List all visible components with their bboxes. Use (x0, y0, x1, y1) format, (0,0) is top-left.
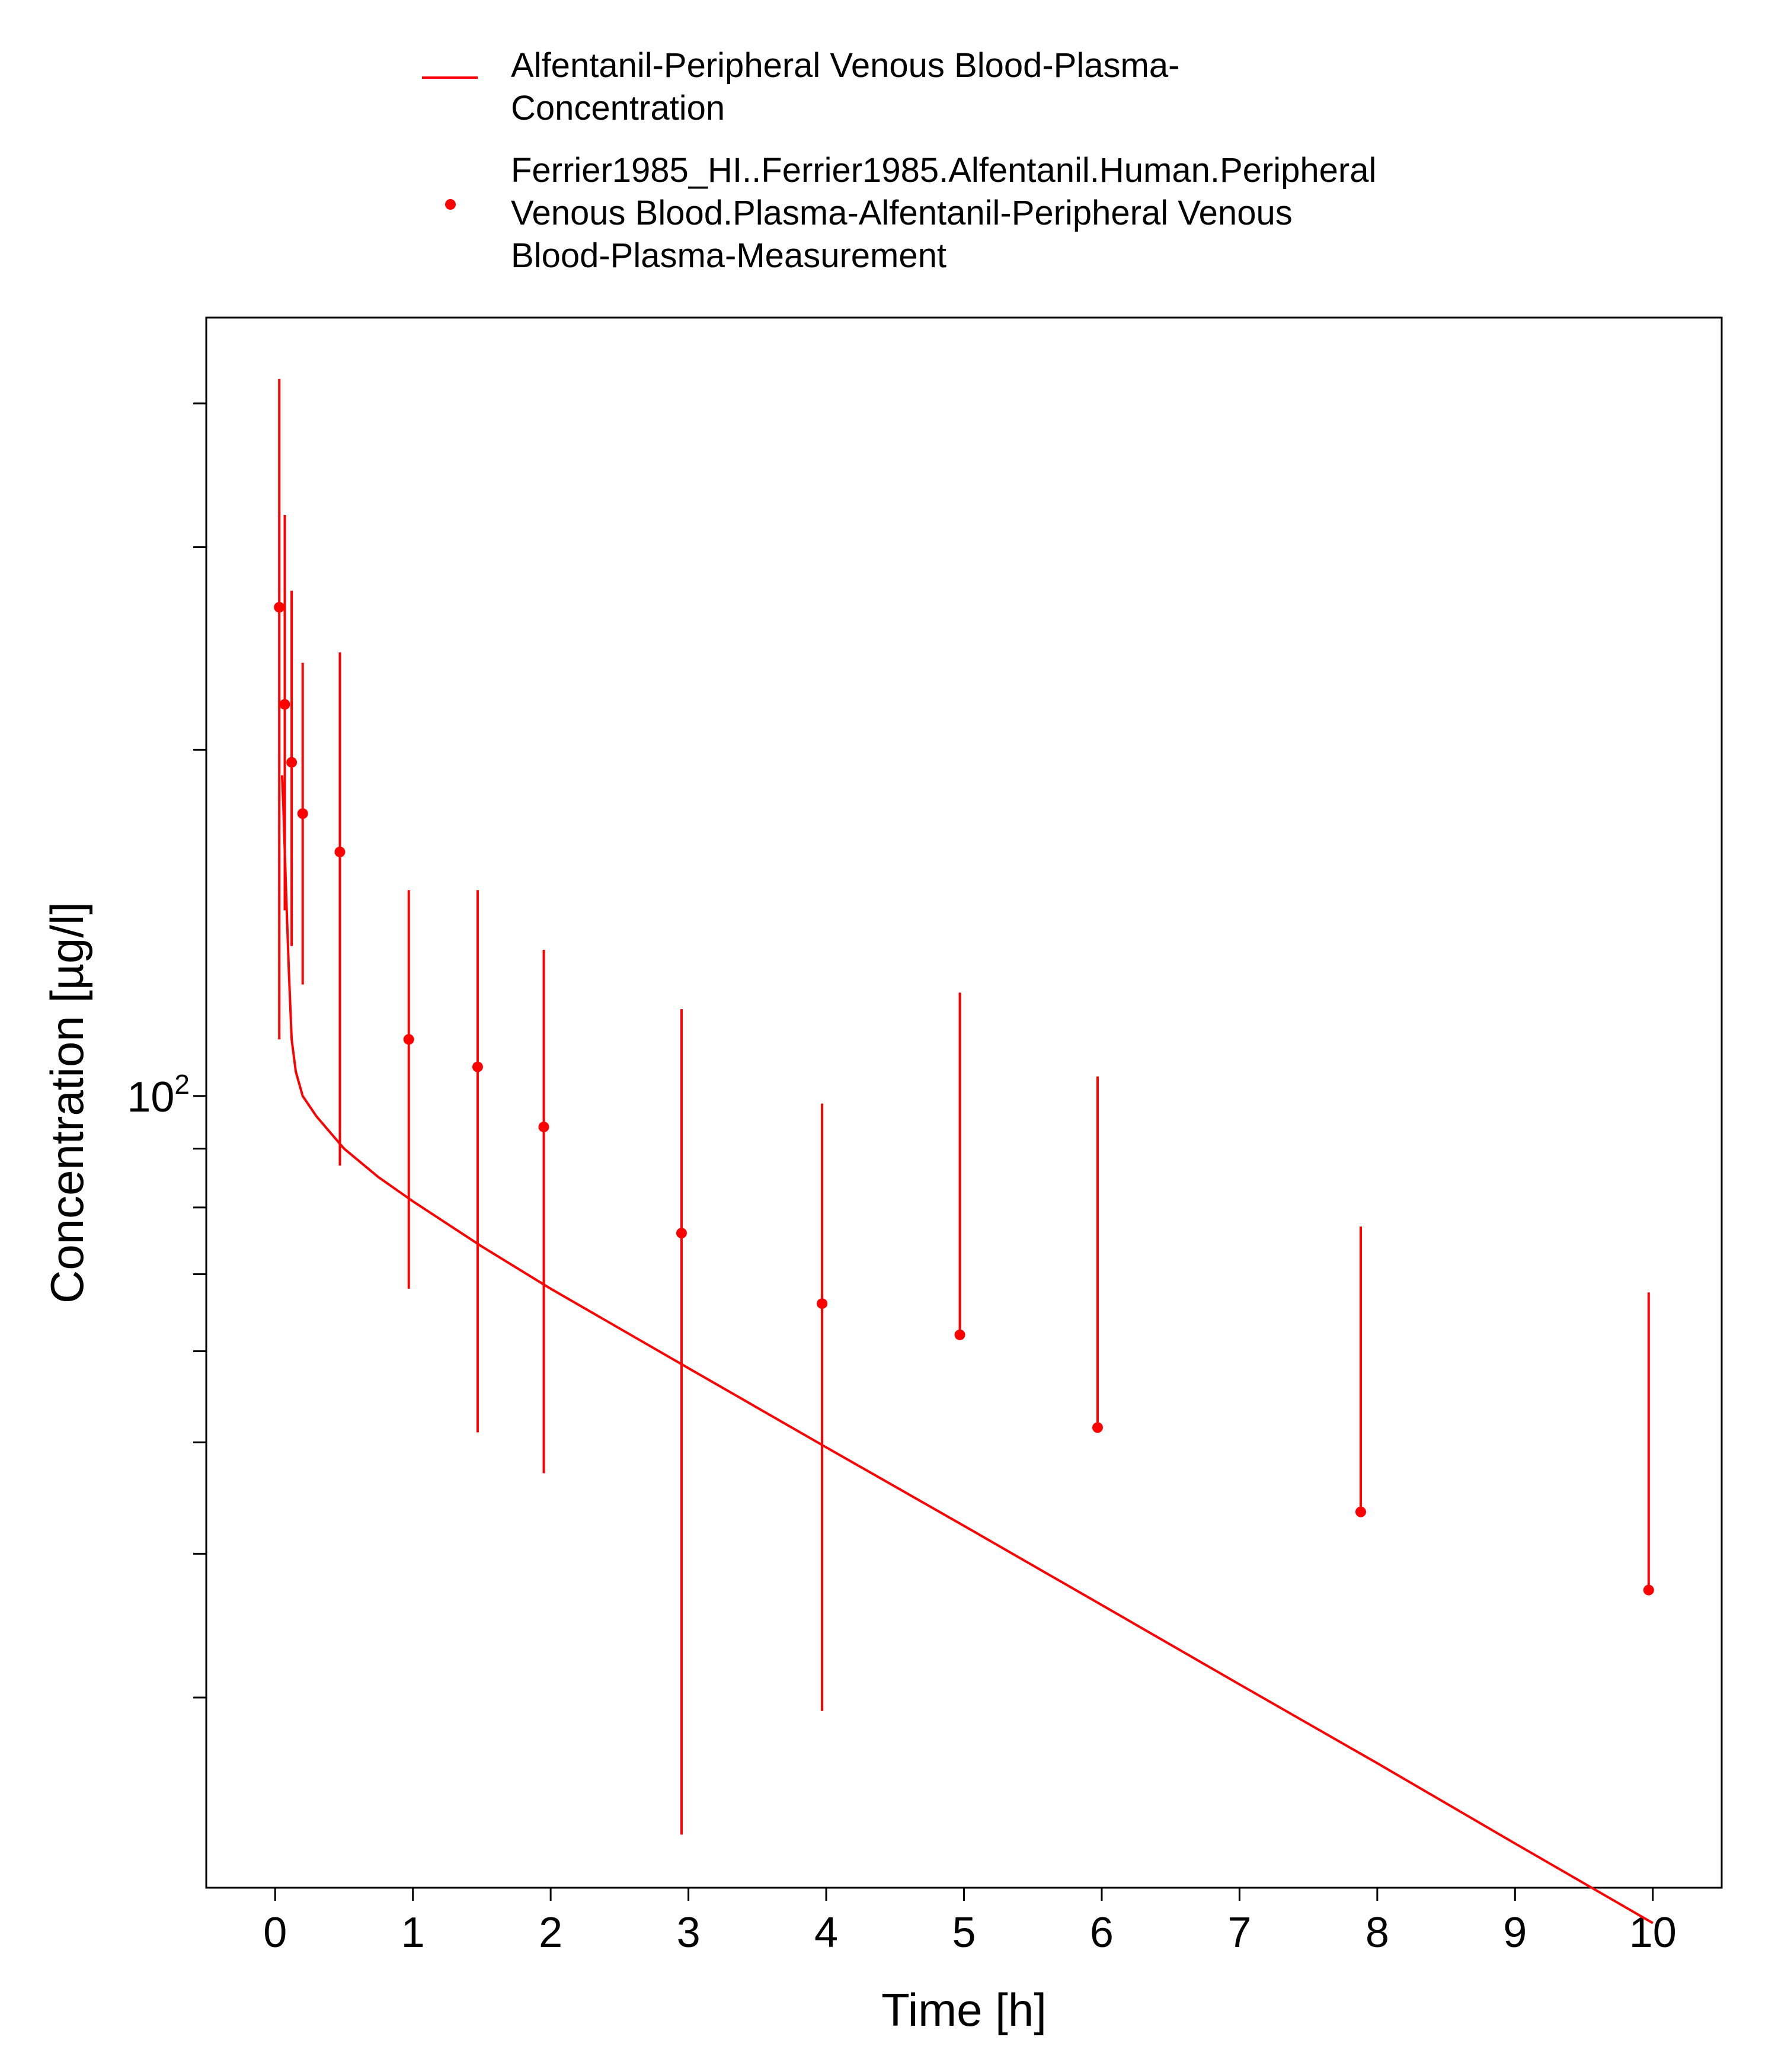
data-point (279, 699, 290, 710)
x-tick-label: 5 (952, 1909, 976, 1956)
y-tick-label-exponent: 2 (174, 1069, 190, 1100)
legend-entry-point-text: Ferrier1985_HI..Ferrier1985.Alfentanil.H… (511, 151, 1376, 190)
legend-entry-point-text: Blood-Plasma-Measurement (511, 236, 946, 275)
x-axis: 0 1 2 3 4 5 6 7 8 9 10 (263, 1888, 1677, 1956)
data-point (1355, 1506, 1366, 1517)
x-tick-label: 4 (814, 1909, 838, 1956)
x-tick-label: 1 (401, 1909, 425, 1956)
simulation-line (280, 775, 1654, 1924)
data-point (954, 1329, 965, 1340)
legend-point-swatch (445, 199, 456, 210)
x-tick-label: 9 (1503, 1909, 1527, 1956)
data-point (334, 846, 346, 857)
legend: Alfentanil-Peripheral Venous Blood-Plasm… (422, 46, 1376, 275)
y-tick-label-base: 10 (127, 1074, 174, 1121)
data-point (403, 1034, 414, 1045)
data-point (472, 1061, 483, 1072)
legend-entry-point-text: Venous Blood.Plasma-Alfentanil-Periphera… (511, 194, 1293, 232)
data-point (676, 1228, 687, 1239)
legend-entry-line-text: Concentration (511, 89, 725, 127)
x-tick-label: 6 (1090, 1909, 1114, 1956)
data-point (1092, 1422, 1103, 1433)
x-tick-label: 0 (263, 1909, 287, 1956)
data-point (817, 1298, 828, 1309)
data-point (297, 808, 308, 819)
data-point (274, 601, 285, 613)
x-tick-label: 8 (1366, 1909, 1389, 1956)
data-point (538, 1121, 549, 1132)
x-axis-label: Time [h] (881, 1984, 1047, 2036)
x-tick-label: 10 (1629, 1909, 1677, 1956)
legend-entry-line-text: Alfentanil-Peripheral Venous Blood-Plasm… (511, 46, 1179, 85)
series-layer (274, 379, 1654, 1924)
x-tick-label: 3 (677, 1909, 701, 1956)
data-point (286, 757, 298, 768)
plot-area-frame (205, 316, 1723, 1889)
y-axis-label: Concentration [µg/l] (41, 902, 93, 1304)
y-axis: 102 (127, 402, 206, 1699)
x-tick-label: 7 (1227, 1909, 1251, 1956)
data-point (1643, 1584, 1654, 1596)
x-tick-label: 2 (539, 1909, 562, 1956)
y-tick-label: 102 (127, 1069, 190, 1121)
